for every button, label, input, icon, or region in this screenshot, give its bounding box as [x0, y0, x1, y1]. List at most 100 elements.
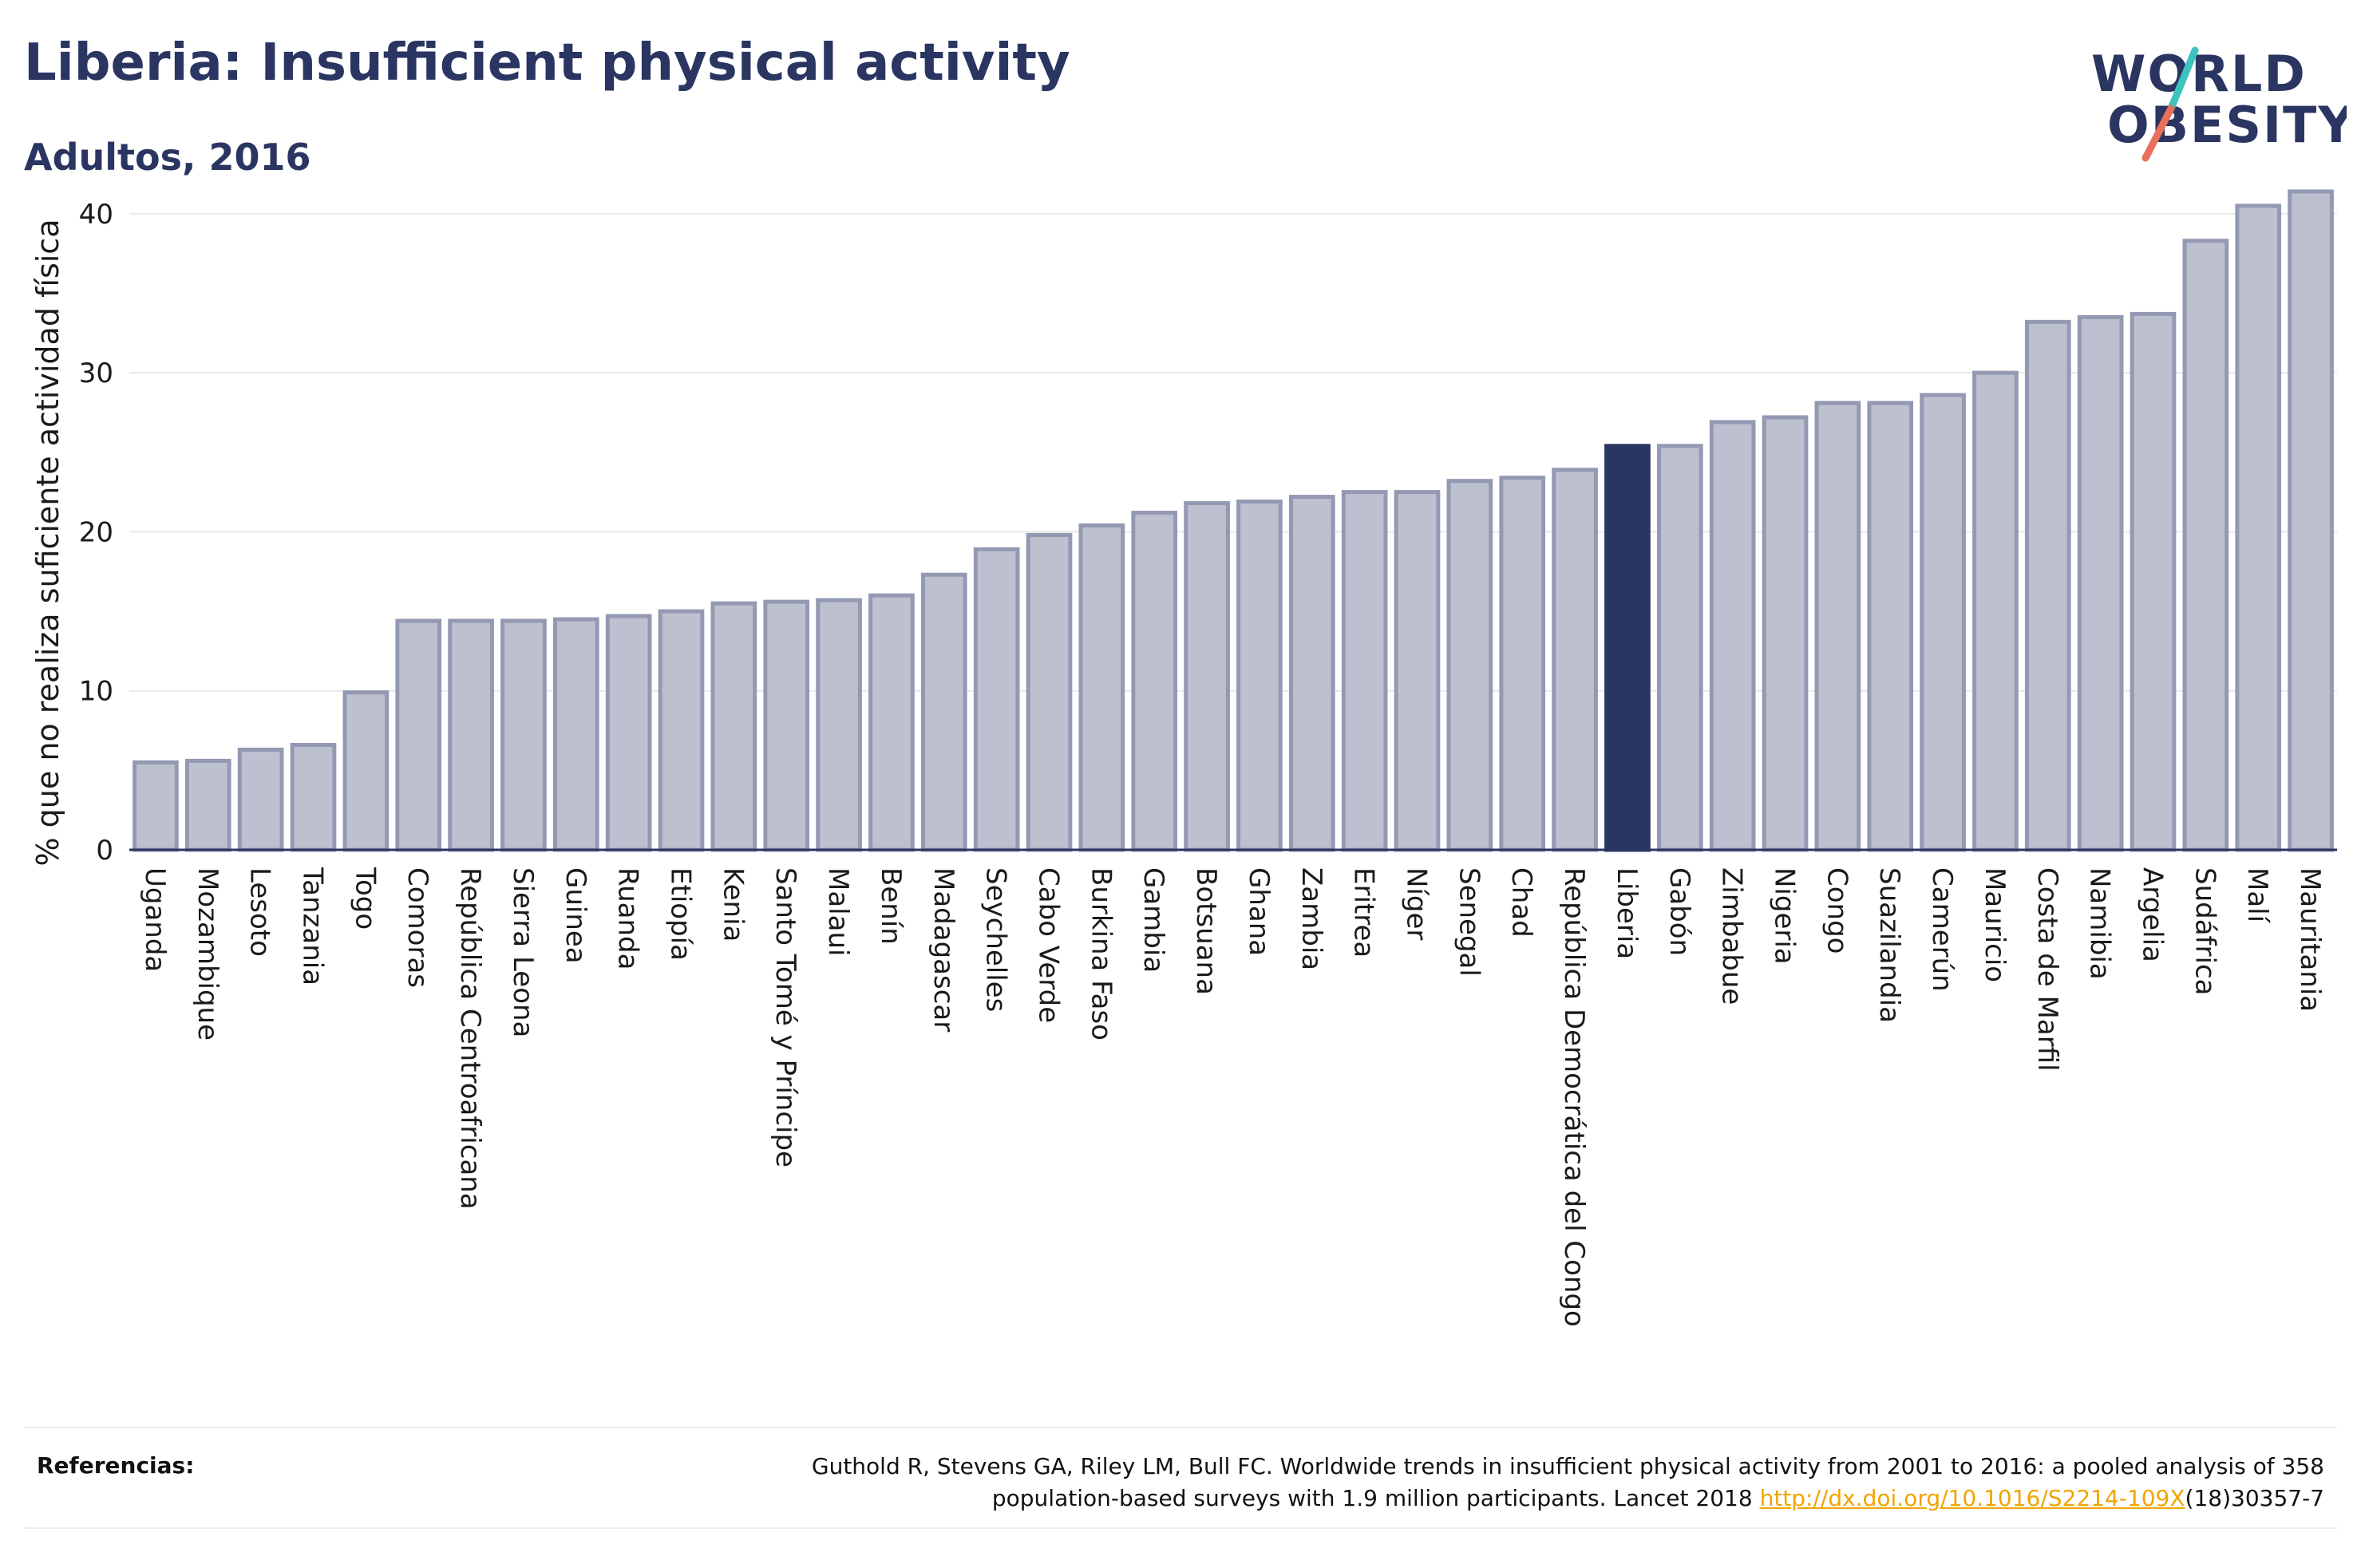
x-tick-label: Gambia [1137, 867, 1169, 973]
bar [605, 614, 652, 852]
x-tick-label: Zimbabue [1716, 867, 1748, 1005]
bar [184, 758, 231, 852]
x-tick-label: Etiopía [665, 867, 697, 961]
x-tick-label: Tanzania [297, 867, 329, 985]
x-tick-label: Suazilandia [1873, 867, 1905, 1023]
x-tick-label: Kenia [717, 867, 749, 942]
bar [1236, 500, 1283, 852]
y-tick-label: 20 [79, 516, 113, 548]
y-tick-label: 0 [96, 835, 113, 867]
x-tick-label: Mauritania [2294, 867, 2326, 1012]
bar [1341, 490, 1388, 852]
bar [1394, 490, 1441, 852]
bar [920, 572, 967, 852]
bar [973, 547, 1020, 852]
page-title: Liberia: Insufficient physical activity [24, 34, 1070, 93]
doi-link[interactable]: http://dx.doi.org/10.1016/S2214-109X [1759, 1485, 2185, 1511]
x-tick-label: Sudáfrica [2189, 867, 2221, 995]
references-label: Referencias: [37, 1452, 195, 1479]
bar [1762, 415, 1809, 852]
page-subtitle: Adultos, 2016 [24, 136, 311, 179]
x-tick-label: Cabo Verde [1033, 867, 1065, 1023]
y-tick-label: 30 [79, 357, 113, 389]
y-tick-label: 40 [79, 199, 113, 231]
bar [237, 747, 284, 852]
bar-highlight [1604, 444, 1651, 852]
bar [552, 617, 599, 852]
x-tick-label: Comoras [401, 867, 433, 988]
x-tick-label: Mozambique [192, 867, 223, 1041]
x-tick-label: Benín [875, 867, 907, 945]
x-tick-label: Liberia [1611, 867, 1643, 959]
bar [1131, 511, 1178, 852]
x-tick-label: Senegal [1453, 867, 1485, 977]
references-section: Referencias: Guthold R, Stevens GA, Rile… [24, 1427, 2337, 1529]
x-tick-label: Costa de Marfil [2031, 867, 2063, 1072]
x-tick-label: Sierra Leona [507, 867, 539, 1037]
x-tick-label: Namibia [2084, 867, 2116, 980]
bar [395, 618, 442, 852]
x-tick-label: Burkina Faso [1085, 867, 1117, 1041]
bar [816, 598, 862, 852]
x-tick-label: Camerún [1926, 867, 1958, 992]
references-text: Guthold R, Stevens GA, Riley LM, Bull FC… [488, 1451, 2324, 1515]
x-tick-label: Seychelles [980, 867, 1012, 1012]
x-tick-label: Botsuana [1190, 867, 1222, 995]
bar [1814, 401, 1861, 852]
bar [448, 618, 494, 852]
x-tick-label: Madagascar [927, 867, 959, 1032]
bar [1867, 401, 1914, 852]
bar [1709, 420, 1756, 852]
y-tick-label: 10 [79, 676, 113, 708]
bar [342, 690, 390, 852]
x-tick-label: Lesoto [244, 867, 276, 957]
bar [658, 609, 705, 852]
bar [2077, 314, 2124, 852]
bar [1972, 370, 2019, 852]
bar [1552, 468, 1598, 852]
bar [1288, 495, 1335, 852]
x-tick-label: Ghana [1243, 867, 1275, 956]
bar [710, 601, 757, 852]
bar [1026, 532, 1073, 852]
bar [1446, 479, 1493, 852]
bar [763, 599, 810, 852]
x-tick-label: Uganda [139, 867, 171, 972]
references-line2-suffix: (18)30357-7 [2185, 1485, 2324, 1511]
x-tick-label: Malaui [822, 867, 854, 956]
x-tick-label: Eritrea [1348, 867, 1380, 958]
bar [868, 593, 915, 852]
bar [2182, 239, 2229, 852]
bar [1920, 393, 1966, 852]
bar-chart: 0 10 20 30 40 Uganda Mozambique Lesoto Tanzania T… [79, 189, 2337, 1327]
x-tick-label: Ruanda [612, 867, 644, 970]
x-tick-label: Zambia [1295, 867, 1327, 970]
logo-graphic: WORLD OBESITY [2091, 45, 2354, 162]
x-tick-label: Argelia [2137, 867, 2169, 962]
bar [500, 618, 547, 852]
x-tick-label: Nigeria [1769, 867, 1801, 965]
x-tick-label: Malí [2241, 867, 2273, 924]
x-tick-label: Gabón [1663, 867, 1695, 956]
bar [2130, 311, 2177, 852]
logo-word-obesity: OBESITY [2107, 96, 2347, 154]
bar [2288, 189, 2334, 852]
bar [1656, 444, 1703, 852]
bar [132, 760, 179, 852]
x-tick-label: Mauricio [1979, 867, 2011, 982]
x-tick-label: Guinea [560, 867, 591, 964]
bar [1499, 476, 1546, 852]
x-tick-label: Níger [1401, 867, 1433, 940]
x-tick-label: Chad [1505, 867, 1537, 938]
bar [1184, 501, 1230, 852]
bar [2235, 203, 2282, 852]
world-obesity-logo: WORLD OBESITY [2075, 22, 2354, 174]
x-tick-label: Togo [349, 867, 381, 930]
bar [2024, 319, 2071, 852]
logo-slash-coral [2142, 105, 2175, 162]
references-line2-prefix: population-based surveys with 1.9 millio… [991, 1485, 1760, 1511]
bar [1078, 523, 1125, 852]
references-line1: Guthold R, Stevens GA, Riley LM, Bull FC… [811, 1453, 2324, 1479]
x-tick-label: Santo Tomé y Príncipe [769, 867, 801, 1167]
x-tick-label: República Democrática del Congo [1558, 867, 1590, 1327]
